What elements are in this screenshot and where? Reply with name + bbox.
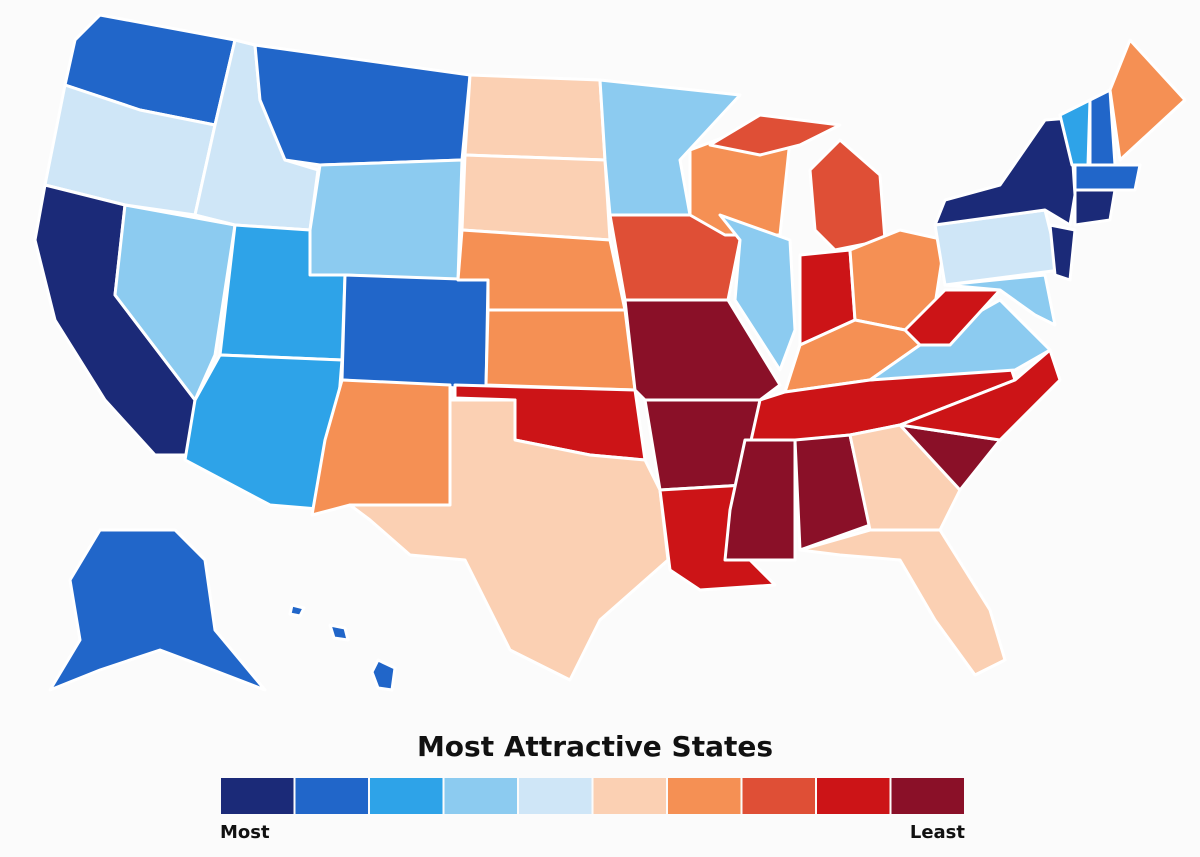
state [1073,163,1142,192]
legend-swatch [519,778,592,814]
state [718,213,797,372]
state [1048,223,1077,282]
state [848,423,962,532]
state [708,113,842,157]
legend-swatch [891,778,964,814]
state [868,298,1052,382]
legend-swatch [444,778,517,814]
legend-high-label: Least [910,822,966,843]
state [328,623,350,642]
state [370,658,397,692]
state [48,528,267,692]
state [288,603,306,618]
legend-swatch [221,778,294,814]
state [903,288,1002,347]
state-map [33,13,1187,692]
legend-swatch [817,778,890,814]
state [348,398,670,682]
state [460,153,612,242]
state [484,308,637,392]
state [308,158,464,282]
state [723,438,797,562]
legend [221,778,964,814]
state [253,43,472,167]
state [798,528,1007,677]
legend-low-label: Most [220,822,270,843]
legend-swatch [593,778,666,814]
state [943,273,1057,327]
state [1073,188,1117,227]
state [933,116,1077,227]
state [1108,38,1187,162]
legend-swatch [370,778,443,814]
state [808,138,887,252]
state [463,73,607,162]
legend-swatch [668,778,741,814]
state [340,273,490,392]
legend-swatch [742,778,815,814]
legend-swatch [295,778,368,814]
legend-title: Most Attractive States [417,730,773,763]
state [898,348,1062,442]
